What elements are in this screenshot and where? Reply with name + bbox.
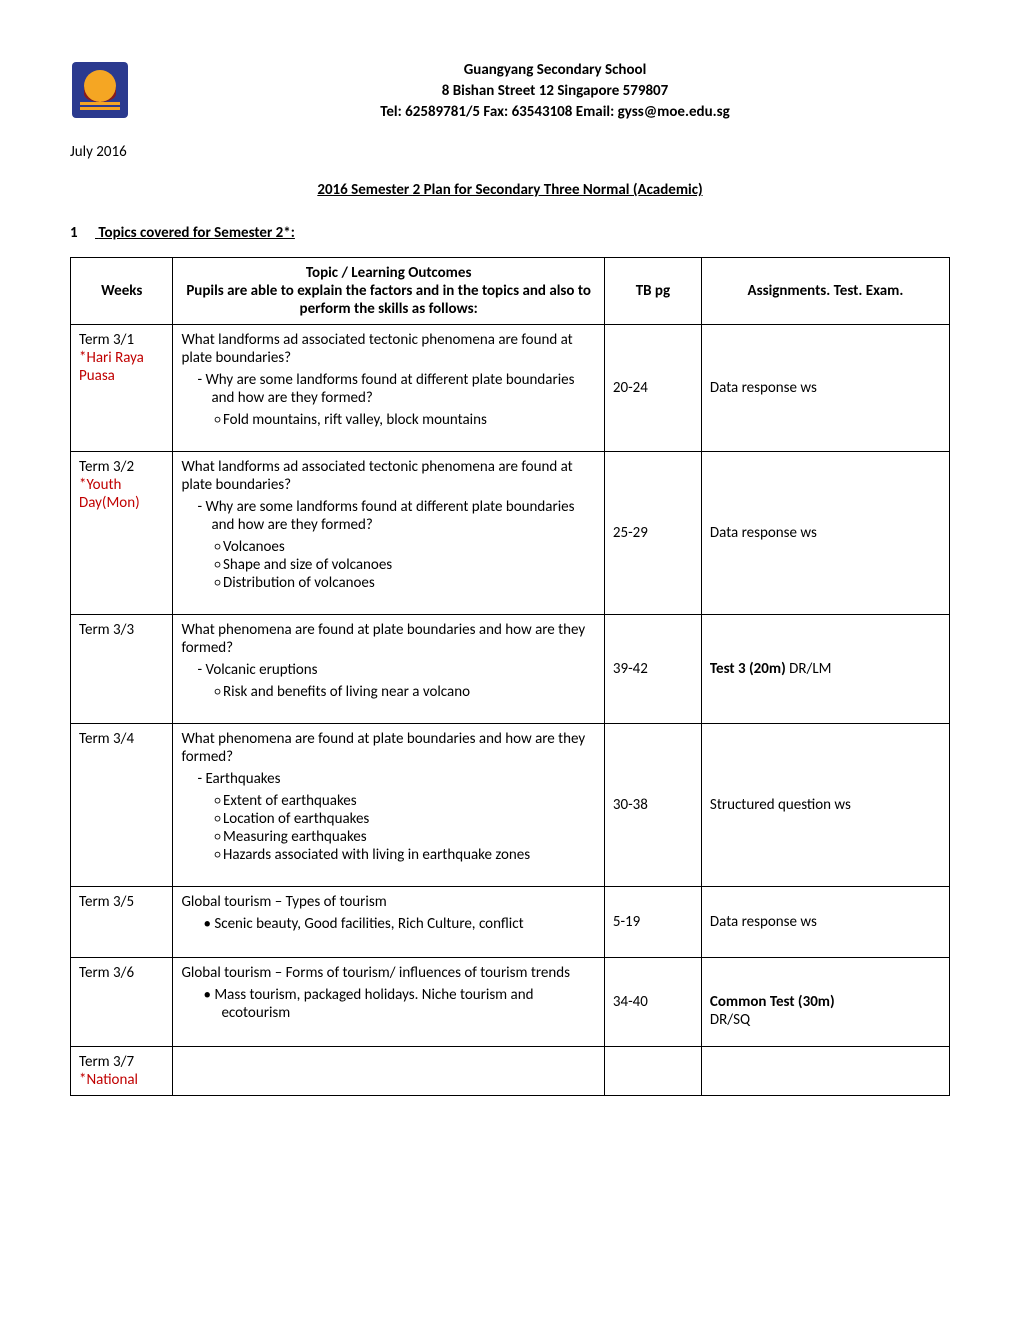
letterhead: Guangyang Secondary School 8 Bishan Stre… bbox=[70, 60, 950, 123]
weeks-cell: Term 3/5 bbox=[71, 887, 173, 958]
assignments-cell: Common Test (30m)DR/SQ bbox=[701, 958, 949, 1047]
dash-list: Volcanic eruptions bbox=[181, 661, 595, 679]
tbpg-cell: 25-29 bbox=[604, 452, 701, 615]
weeks-cell: Term 3/1*Hari Raya Puasa bbox=[71, 325, 173, 452]
document-title: 2016 Semester 2 Plan for Secondary Three… bbox=[70, 181, 950, 199]
section-heading: 1 Topics covered for Semester 2*: bbox=[70, 224, 950, 242]
circle-list: Extent of earthquakesLocation of earthqu… bbox=[181, 792, 595, 864]
table-row: Term 3/7*National bbox=[71, 1047, 950, 1096]
col-header-tbpg: TB pg bbox=[604, 258, 701, 325]
topic-header-line2: Pupils are able to explain the factors a… bbox=[181, 282, 595, 318]
col-header-topic: Topic / Learning Outcomes Pupils are abl… bbox=[173, 258, 604, 325]
assignment-bold: Test 3 (20m) bbox=[710, 660, 789, 678]
topic-header-line1: Topic / Learning Outcomes bbox=[181, 264, 595, 282]
topic-cell: What phenomena are found at plate bounda… bbox=[173, 724, 604, 887]
list-item: Why are some landforms found at differen… bbox=[211, 498, 595, 534]
list-item: Extent of earthquakes bbox=[236, 792, 595, 810]
week-label: Term 3/4 bbox=[79, 730, 164, 748]
weeks-cell: Term 3/3 bbox=[71, 615, 173, 724]
assignments-cell: Structured question ws bbox=[701, 724, 949, 887]
topic-cell: Global tourism – Types of tourism Scenic … bbox=[173, 887, 604, 958]
circle-list: Fold mountains, rift valley, block mount… bbox=[181, 411, 595, 429]
dash-list: Earthquakes bbox=[181, 770, 595, 788]
dash-list: Why are some landforms found at differen… bbox=[181, 371, 595, 407]
tbpg-cell: 34-40 bbox=[604, 958, 701, 1047]
tbpg-cell: 30-38 bbox=[604, 724, 701, 887]
assignments-cell: Data response ws bbox=[701, 452, 949, 615]
school-name: Guangyang Secondary School bbox=[160, 60, 950, 81]
list-item: Measuring earthquakes bbox=[236, 828, 595, 846]
list-item: Distribution of volcanoes bbox=[236, 574, 595, 592]
table-row: Term 3/3 What phenomena are found at plat… bbox=[71, 615, 950, 724]
school-contact: Tel: 62589781/5 Fax: 63543108 Email: gys… bbox=[160, 102, 950, 123]
plan-table: Weeks Topic / Learning Outcomes Pupils a… bbox=[70, 257, 950, 1096]
topic-intro: Global tourism – Forms of tourism/ influ… bbox=[181, 964, 595, 982]
weeks-cell: Term 3/4 bbox=[71, 724, 173, 887]
topic-intro: Global tourism – Types of tourism bbox=[181, 893, 595, 911]
dash-list: Why are some landforms found at differen… bbox=[181, 498, 595, 534]
section-number: 1 bbox=[70, 224, 95, 242]
col-header-assignments: Assignments. Test. Exam. bbox=[701, 258, 949, 325]
holiday-label: *Hari Raya Puasa bbox=[79, 349, 164, 385]
topic-cell bbox=[173, 1047, 604, 1096]
assignment-line2: DR/SQ bbox=[710, 1011, 941, 1029]
topic-cell: What landforms ad associated tectonic ph… bbox=[173, 325, 604, 452]
document-date: July 2016 bbox=[70, 143, 950, 161]
weeks-cell: Term 3/2*Youth Day(Mon) bbox=[71, 452, 173, 615]
holiday-label: *Youth Day(Mon) bbox=[79, 476, 164, 512]
list-item: Hazards associated with living in earthq… bbox=[236, 846, 595, 864]
topic-intro: What landforms ad associated tectonic ph… bbox=[181, 331, 595, 367]
week-label: Term 3/5 bbox=[79, 893, 164, 911]
weeks-cell: Term 3/6 bbox=[71, 958, 173, 1047]
table-row: Term 3/5 Global tourism – Types of touris… bbox=[71, 887, 950, 958]
list-item: Fold mountains, rift valley, block mount… bbox=[236, 411, 595, 429]
topic-cell: What landforms ad associated tectonic ph… bbox=[173, 452, 604, 615]
school-info: Guangyang Secondary School 8 Bishan Stre… bbox=[160, 60, 950, 123]
week-label: Term 3/7 bbox=[79, 1053, 164, 1071]
week-label: Term 3/3 bbox=[79, 621, 164, 639]
list-item: Mass tourism, packaged holidays. Niche t… bbox=[221, 986, 595, 1022]
holiday-label: *National bbox=[79, 1071, 164, 1089]
assignments-cell: Test 3 (20m) DR/LM bbox=[701, 615, 949, 724]
table-header-row: Weeks Topic / Learning Outcomes Pupils a… bbox=[71, 258, 950, 325]
bullet-list: Scenic beauty, Good facilities, Rich Cul… bbox=[181, 915, 595, 933]
week-label: Term 3/2 bbox=[79, 458, 164, 476]
tbpg-cell bbox=[604, 1047, 701, 1096]
week-label: Term 3/6 bbox=[79, 964, 164, 982]
col-header-weeks: Weeks bbox=[71, 258, 173, 325]
table-row: Term 3/6 Global tourism – Forms of touris… bbox=[71, 958, 950, 1047]
list-item: Volcanoes bbox=[236, 538, 595, 556]
table-row: Term 3/1*Hari Raya PuasaWhat landforms a… bbox=[71, 325, 950, 452]
assignment-bold: Common Test (30m) bbox=[710, 993, 835, 1011]
school-address: 8 Bishan Street 12 Singapore 579807 bbox=[160, 81, 950, 102]
assignments-cell bbox=[701, 1047, 949, 1096]
assignment-tail: DR/LM bbox=[789, 660, 831, 678]
tbpg-cell: 5-19 bbox=[604, 887, 701, 958]
circle-list: VolcanoesShape and size of volcanoesDist… bbox=[181, 538, 595, 592]
section-heading-text: Topics covered for Semester 2*: bbox=[98, 224, 295, 242]
topic-intro: What phenomena are found at plate bounda… bbox=[181, 730, 595, 766]
list-item: Why are some landforms found at differen… bbox=[211, 371, 595, 407]
bullet-list: Mass tourism, packaged holidays. Niche t… bbox=[181, 986, 595, 1022]
list-item: Location of earthquakes bbox=[236, 810, 595, 828]
assignments-cell: Data response ws bbox=[701, 325, 949, 452]
weeks-cell: Term 3/7*National bbox=[71, 1047, 173, 1096]
assignments-cell: Data response ws bbox=[701, 887, 949, 958]
list-item: Earthquakes bbox=[211, 770, 595, 788]
list-item: Shape and size of volcanoes bbox=[236, 556, 595, 574]
list-item: Volcanic eruptions bbox=[211, 661, 595, 679]
school-logo bbox=[70, 60, 130, 120]
tbpg-cell: 39-42 bbox=[604, 615, 701, 724]
week-label: Term 3/1 bbox=[79, 331, 164, 349]
list-item: Scenic beauty, Good facilities, Rich Cul… bbox=[221, 915, 595, 933]
topic-intro: What phenomena are found at plate bounda… bbox=[181, 621, 595, 657]
table-row: Term 3/2*Youth Day(Mon)What landforms ad… bbox=[71, 452, 950, 615]
topic-intro: What landforms ad associated tectonic ph… bbox=[181, 458, 595, 494]
list-item: Risk and benefits of living near a volca… bbox=[236, 683, 595, 701]
topic-cell: What phenomena are found at plate bounda… bbox=[173, 615, 604, 724]
circle-list: Risk and benefits of living near a volca… bbox=[181, 683, 595, 701]
table-row: Term 3/4 What phenomena are found at plat… bbox=[71, 724, 950, 887]
tbpg-cell: 20-24 bbox=[604, 325, 701, 452]
topic-cell: Global tourism – Forms of tourism/ influ… bbox=[173, 958, 604, 1047]
